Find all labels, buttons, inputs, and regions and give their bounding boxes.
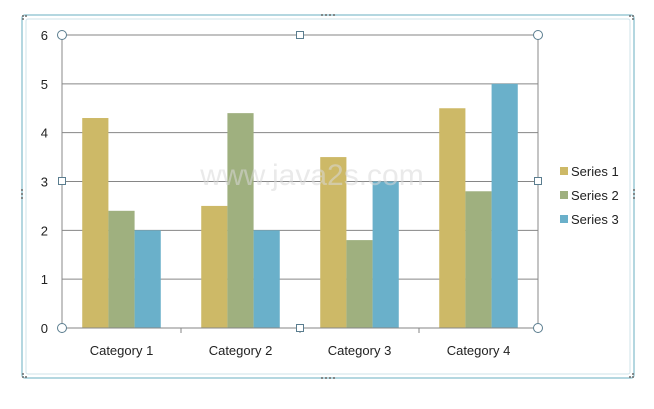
bar-series-2[interactable]: [346, 240, 373, 328]
chart-area-inner-border: [25, 18, 631, 375]
bar-series-2[interactable]: [465, 191, 492, 328]
plot-handle-top-left[interactable]: [57, 30, 67, 40]
legend-label: Series 3: [571, 212, 619, 227]
x-tick-label: Category 2: [209, 343, 273, 358]
bar-series-2[interactable]: [108, 210, 135, 328]
legend[interactable]: Series 1 Series 2 Series 3: [560, 164, 619, 227]
plot-handle-left[interactable]: [58, 177, 66, 185]
resize-grip-left[interactable]: [21, 189, 23, 191]
bar-series-3[interactable]: [372, 181, 399, 329]
plot-handle-bottom-left[interactable]: [57, 323, 67, 333]
bar-series-3[interactable]: [491, 83, 518, 328]
chart-area-border[interactable]: [21, 14, 635, 379]
resize-grip-top[interactable]: [321, 14, 323, 16]
plot-handle-bottom-right[interactable]: [533, 323, 543, 333]
plot-handle-right[interactable]: [534, 177, 542, 185]
y-tick-label: 4: [41, 126, 48, 141]
bar-series-3[interactable]: [134, 230, 161, 328]
resize-grip-right[interactable]: [633, 197, 635, 199]
bar-series-1[interactable]: [320, 157, 347, 328]
x-tick-label: Category 1: [90, 343, 154, 358]
x-tick-label: Category 3: [328, 343, 392, 358]
y-tick-label: 3: [41, 175, 48, 190]
legend-label: Series 1: [571, 164, 619, 179]
plot-handle-bottom[interactable]: [296, 324, 304, 332]
bar-series-1[interactable]: [439, 108, 466, 328]
watermark: www.java2s.com: [199, 159, 423, 192]
resize-grip-right[interactable]: [633, 189, 635, 191]
resize-grip-right[interactable]: [633, 193, 635, 195]
resize-grip-corner[interactable]: [25, 15, 27, 17]
resize-grip-corner[interactable]: [22, 15, 24, 17]
y-tick-label: 2: [41, 223, 48, 238]
resize-grip-corner[interactable]: [632, 373, 634, 375]
plot-area-handles[interactable]: [57, 30, 543, 333]
resize-grip-corner[interactable]: [632, 15, 634, 17]
y-tick-label: 5: [41, 77, 48, 92]
resize-grip-top[interactable]: [325, 14, 327, 16]
resize-grip-corner[interactable]: [629, 376, 631, 378]
x-tick-label: Category 4: [447, 343, 511, 358]
resize-grip-top[interactable]: [329, 14, 331, 16]
x-axis: Category 1 Category 2 Category 3 Category 4: [61, 327, 539, 358]
resize-grip-corner[interactable]: [632, 18, 634, 20]
y-axis: 0 1 2 3 4 5 6: [41, 28, 48, 336]
resize-grip-bottom[interactable]: [329, 377, 331, 379]
resize-grip-bottom[interactable]: [333, 377, 335, 379]
resize-grip-corner[interactable]: [629, 15, 631, 17]
plot-handle-top[interactable]: [296, 31, 304, 39]
legend-swatch: [560, 191, 568, 199]
bars: [82, 83, 518, 329]
chart-area-handles[interactable]: [21, 14, 635, 379]
bar-series-1[interactable]: [82, 118, 109, 329]
legend-swatch: [560, 167, 568, 175]
resize-grip-corner[interactable]: [25, 376, 27, 378]
y-tick-label: 0: [41, 321, 48, 336]
resize-grip-corner[interactable]: [22, 376, 24, 378]
resize-grip-left[interactable]: [21, 193, 23, 195]
legend-swatch: [560, 215, 568, 223]
resize-grip-bottom[interactable]: [325, 377, 327, 379]
plot-handle-top-right[interactable]: [533, 30, 543, 40]
y-tick-label: 1: [41, 272, 48, 287]
bar-series-3[interactable]: [253, 230, 280, 328]
y-tick-label: 6: [41, 28, 48, 43]
resize-grip-top[interactable]: [333, 14, 335, 16]
resize-grip-bottom[interactable]: [321, 377, 323, 379]
resize-grip-corner[interactable]: [632, 376, 634, 378]
bar-series-2[interactable]: [227, 113, 254, 328]
legend-label: Series 2: [571, 188, 619, 203]
resize-grip-left[interactable]: [21, 197, 23, 199]
resize-grip-corner[interactable]: [22, 373, 24, 375]
bar-series-1[interactable]: [201, 205, 228, 328]
resize-grip-corner[interactable]: [22, 18, 24, 20]
